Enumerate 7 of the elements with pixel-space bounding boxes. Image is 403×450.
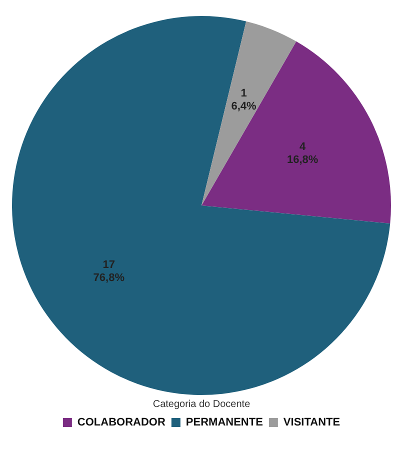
legend-label: PERMANENTE	[186, 416, 263, 429]
legend-title: Categoria do Docente	[152, 398, 251, 410]
data-label: 4 16,8%	[286, 140, 318, 166]
data-label: 17 76,8%	[93, 258, 125, 284]
legend-label: COLABORADOR	[77, 416, 166, 429]
legend-label: VISITANTE	[283, 416, 340, 429]
data-label: 1 6,4%	[231, 87, 257, 112]
